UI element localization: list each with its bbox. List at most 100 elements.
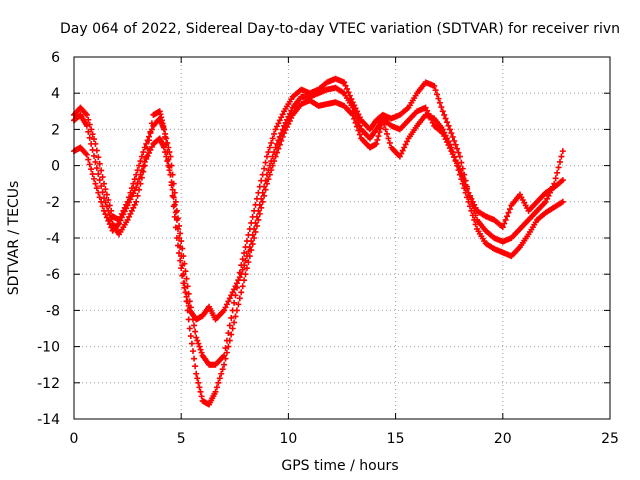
data-point <box>99 189 106 196</box>
data-point <box>555 164 562 171</box>
data-point <box>216 375 223 382</box>
data-point <box>223 337 230 344</box>
y-tick-label: 4 <box>51 86 60 102</box>
data-point <box>231 286 238 293</box>
data-point <box>191 322 198 329</box>
data-point <box>213 384 220 391</box>
data-point <box>182 268 189 275</box>
data-point <box>241 262 248 269</box>
data-point <box>552 175 559 182</box>
data-point <box>170 203 177 210</box>
data-point <box>108 216 115 223</box>
data-point <box>183 275 190 282</box>
data-point <box>349 104 356 111</box>
y-tick-label: -2 <box>46 195 60 211</box>
data-point <box>143 140 150 147</box>
data-point <box>559 177 566 184</box>
data-point <box>99 174 106 181</box>
data-point <box>263 180 270 187</box>
data-point <box>121 204 128 211</box>
data-point <box>185 290 192 297</box>
data-point <box>275 120 282 127</box>
data-point <box>436 99 443 106</box>
data-point <box>384 130 391 137</box>
data-point <box>272 144 279 151</box>
data-point <box>232 313 239 320</box>
data-point <box>117 213 124 220</box>
data-point <box>253 213 260 220</box>
data-point <box>195 379 202 386</box>
data-point <box>176 222 183 229</box>
data-point <box>282 119 289 126</box>
data-point <box>194 337 201 344</box>
data-point <box>469 198 476 205</box>
data-point <box>102 186 109 193</box>
chart-title: Day 064 of 2022, Sidereal Day-to-day VTE… <box>60 21 620 37</box>
y-tick-label: -6 <box>46 267 60 283</box>
data-point <box>262 177 269 184</box>
data-point <box>212 388 219 395</box>
data-point <box>426 113 433 120</box>
data-point <box>442 136 449 143</box>
data-point <box>130 180 137 187</box>
data-point <box>86 161 93 168</box>
data-point <box>499 224 506 231</box>
data-point <box>501 220 508 227</box>
data-point <box>144 145 151 152</box>
x-tick-label: 5 <box>177 431 186 447</box>
data-point <box>148 143 155 150</box>
data-point <box>188 340 195 347</box>
y-tick-label: -4 <box>46 231 60 247</box>
data-point <box>193 370 200 377</box>
data-point <box>441 111 448 118</box>
data-point <box>261 183 268 190</box>
y-tick-label: -10 <box>37 340 60 356</box>
data-point <box>215 379 222 386</box>
data-point <box>256 210 263 217</box>
data-point <box>178 265 185 272</box>
data-point <box>425 110 432 117</box>
data-point <box>506 206 513 213</box>
data-point <box>83 122 90 129</box>
data-point <box>176 250 183 257</box>
data-point <box>223 301 230 308</box>
data-point <box>385 135 392 142</box>
data-point <box>375 133 382 140</box>
data-point <box>96 160 103 167</box>
data-point <box>272 126 279 133</box>
data-point <box>118 210 125 217</box>
data-point <box>89 131 96 138</box>
data-point <box>140 168 147 175</box>
x-tick-label: 10 <box>279 431 297 447</box>
data-point <box>128 185 135 192</box>
data-point <box>456 153 463 160</box>
data-point <box>169 192 176 199</box>
data-point <box>181 260 188 267</box>
data-point <box>471 201 478 208</box>
data-point <box>434 91 441 98</box>
data-point <box>354 115 361 122</box>
data-point <box>256 201 263 208</box>
data-point <box>386 139 393 146</box>
data-point <box>128 207 135 214</box>
data-point <box>455 163 462 170</box>
data-point <box>173 235 180 241</box>
data-point <box>226 322 233 329</box>
data-point <box>165 144 172 151</box>
data-point <box>276 117 283 124</box>
data-point <box>461 177 468 184</box>
data-point <box>102 199 109 206</box>
data-point <box>544 195 551 202</box>
data-point <box>134 192 141 199</box>
data-point <box>181 284 188 291</box>
data-point <box>95 154 102 161</box>
data-point <box>243 265 250 272</box>
data-point <box>197 346 204 353</box>
data-point <box>444 119 451 126</box>
data-point <box>191 355 198 362</box>
data-point <box>179 245 186 252</box>
data-point <box>172 198 179 205</box>
data-point <box>221 307 228 314</box>
